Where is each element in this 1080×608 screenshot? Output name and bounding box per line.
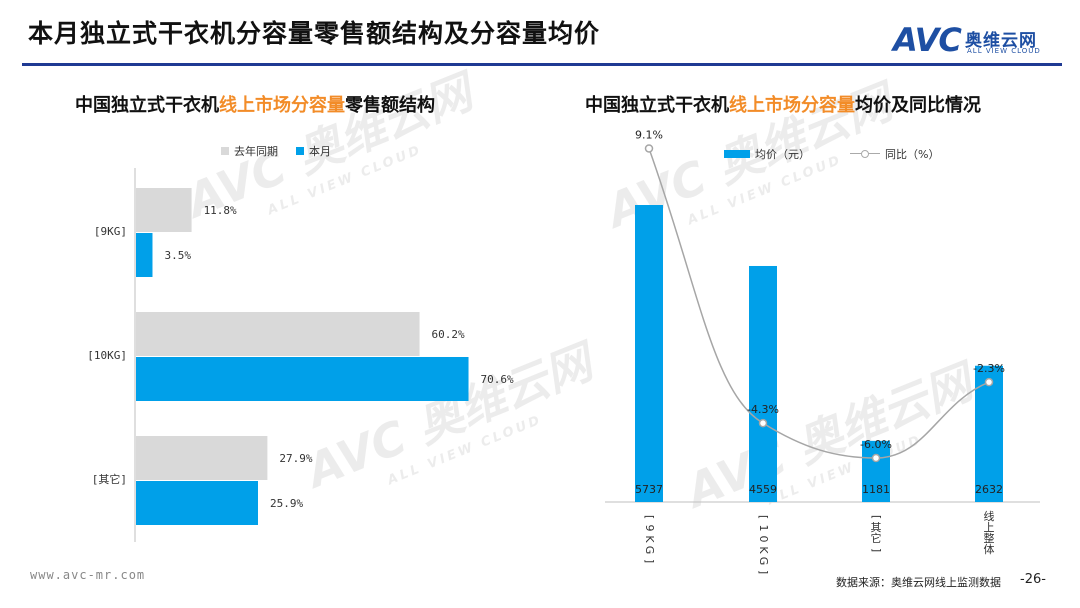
legend-swatch — [221, 147, 229, 155]
left-bar — [136, 233, 153, 277]
right-category-label-char: ] — [643, 559, 656, 563]
left-bar-label: 11.8% — [204, 204, 237, 217]
right-category-label-char: 9 — [643, 525, 656, 532]
legend-item-yoy: 同比（%） — [850, 146, 939, 162]
right-yoy-label: -4.3% — [747, 403, 779, 416]
right-bar-label: 4559 — [749, 483, 777, 496]
right-bar — [749, 265, 777, 502]
left-bar-label: 25.9% — [270, 497, 303, 510]
left-legend: 去年同期 本月 — [221, 143, 349, 159]
left-category-label: [10KG] — [87, 349, 127, 362]
right-category-label-char: 体 — [984, 542, 995, 556]
right-category-label-char: ] — [757, 570, 770, 574]
legend-swatch — [724, 150, 750, 158]
right-bar — [862, 440, 890, 502]
right-category-label-char: 整 — [984, 531, 995, 545]
right-category-label-char: K — [757, 546, 770, 554]
right-bar — [635, 205, 663, 502]
left-category-label: [9KG] — [94, 225, 127, 238]
right-yoy-point — [644, 144, 654, 153]
right-chart-title: 中国独立式干衣机线上市场分容量均价及同比情况 — [585, 95, 981, 116]
right-category-label-char: 它 — [871, 531, 882, 545]
legend-swatch — [296, 147, 304, 155]
left-chart-title: 中国独立式干衣机线上市场分容量零售额结构 — [75, 95, 435, 116]
left-bar-label: 70.6% — [481, 373, 514, 386]
left-bar-label: 27.9% — [279, 452, 312, 465]
left-bar — [136, 188, 192, 232]
right-category-label-char: ] — [870, 548, 883, 552]
legend-item-this-month: 本月 — [296, 143, 331, 159]
logo-en: ALL VIEW CLOUD — [967, 47, 1041, 55]
left-category-label: [其它] — [92, 472, 127, 486]
right-category-label-char: 其 — [871, 521, 882, 534]
right-yoy-line — [648, 148, 990, 459]
legend-item-avg-price: 均价（元） — [724, 146, 810, 162]
right-category-label-char: [ — [757, 515, 770, 519]
right-category-label-char: 上 — [984, 521, 995, 534]
right-category-label-char: 0 — [757, 536, 770, 543]
right-yoy-point — [984, 377, 994, 387]
right-category-label-char: 1 — [757, 525, 770, 532]
left-bar — [136, 312, 420, 356]
footer-source: 数据来源：奥维云网线上监测数据 — [836, 576, 1001, 589]
left-bar-label: 3.5% — [164, 249, 191, 262]
left-bar — [136, 436, 268, 480]
right-yoy-label: -2.3% — [973, 362, 1005, 375]
right-yoy-label: 9.1% — [635, 128, 663, 141]
footer-url: www.avc-mr.com — [30, 568, 146, 582]
page-title: 本月独立式干衣机分容量零售额结构及分容量均价 — [28, 19, 601, 48]
right-category-label-char: [ — [643, 515, 656, 519]
right-yoy-point — [871, 453, 881, 463]
right-bar-label: 5737 — [635, 483, 663, 496]
right-category-label-char: K — [643, 535, 656, 543]
left-bar-label: 60.2% — [432, 328, 465, 341]
right-bar-label: 1181 — [862, 483, 890, 496]
logo-mark: AVC — [893, 21, 962, 59]
right-category-label-char: [ — [870, 515, 883, 519]
page-number: -26- — [1020, 572, 1046, 587]
left-bar — [136, 357, 469, 401]
right-yoy-label: -6.0% — [860, 438, 892, 451]
right-bar-label: 2632 — [975, 483, 1003, 496]
right-legend: 均价（元） 同比（%） — [724, 146, 957, 162]
legend-item-last-year: 去年同期 — [221, 143, 278, 159]
left-bar — [136, 481, 258, 525]
right-bar — [975, 365, 1003, 502]
title-divider — [22, 63, 1062, 66]
right-category-label-char: G — [643, 546, 656, 555]
right-yoy-point — [758, 418, 768, 428]
legend-line-swatch — [850, 149, 880, 159]
right-category-label-char: 线 — [984, 509, 995, 523]
right-category-label-char: G — [757, 557, 770, 566]
logo-cn: 奥维云网 — [965, 31, 1037, 51]
avc-logo: AVC 奥维云网 ALL VIEW CLOUD — [893, 24, 1053, 60]
